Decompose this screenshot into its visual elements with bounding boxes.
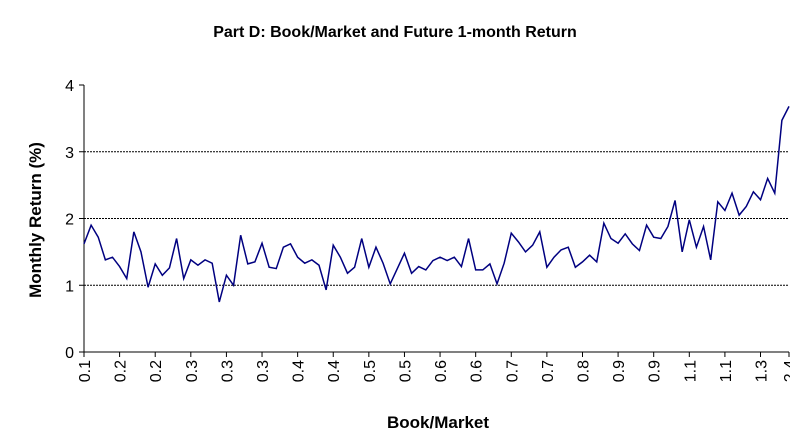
x-tick-label: 0.3 xyxy=(219,360,236,382)
x-tick-label: 1.1 xyxy=(718,360,735,382)
x-tick-label: 2.4 xyxy=(782,360,790,382)
y-tick-label: 0 xyxy=(65,345,74,362)
x-tick-label: 0.9 xyxy=(611,360,628,382)
x-axis-label: Book/Market xyxy=(387,413,489,432)
x-tick-label: 0.1 xyxy=(77,360,94,382)
x-tick-label: 0.2 xyxy=(148,360,165,382)
chart-title: Part D: Book/Market and Future 1-month R… xyxy=(213,24,577,41)
y-tick-label: 2 xyxy=(65,212,74,229)
x-tick-label: 0.7 xyxy=(504,360,521,382)
x-tick-label: 0.3 xyxy=(255,360,272,382)
y-tick-label: 4 xyxy=(65,78,74,95)
x-tick-label: 0.6 xyxy=(469,360,486,382)
x-tick-label: 0.5 xyxy=(397,360,414,382)
x-tick-label: 0.8 xyxy=(575,360,592,382)
x-tick-label: 1.1 xyxy=(682,360,699,382)
x-tick-label: 0.4 xyxy=(291,360,308,382)
x-tick-label: 0.6 xyxy=(433,360,450,382)
x-tick-label: 1.3 xyxy=(754,360,771,382)
x-tick-label: 0.2 xyxy=(113,360,130,382)
x-tick-label: 0.9 xyxy=(647,360,664,382)
x-tick-label: 0.3 xyxy=(184,360,201,382)
y-tick-label: 3 xyxy=(65,145,74,162)
x-tick-label: 0.7 xyxy=(540,360,557,382)
x-tick-label: 0.4 xyxy=(326,360,343,382)
y-axis-label: Monthly Return (%) xyxy=(26,142,45,298)
data-line xyxy=(83,106,790,303)
x-tick-label: 0.5 xyxy=(362,360,379,382)
y-tick-label: 1 xyxy=(65,278,74,295)
